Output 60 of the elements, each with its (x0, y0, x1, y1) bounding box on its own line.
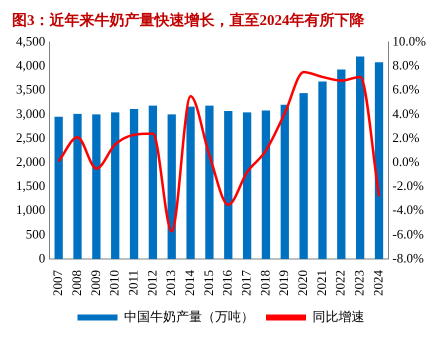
y-tick-label: 4,500 (16, 33, 46, 48)
bar (186, 106, 195, 259)
bar (337, 69, 346, 259)
y2-tick-label: 2.0% (392, 130, 420, 145)
x-tick-label: 2009 (88, 270, 103, 296)
y-tick-label: 500 (26, 226, 46, 242)
y2-tick-label: -6.0% (392, 226, 424, 242)
line-series (57, 70, 380, 233)
bar (280, 104, 289, 259)
y-tick-label: 3,500 (16, 82, 46, 97)
bar (205, 106, 214, 259)
x-tick-label: 2019 (276, 270, 292, 296)
y2-tick-label: 6.0% (392, 82, 420, 97)
x-tick-label: 2022 (332, 270, 348, 296)
bar (356, 56, 364, 259)
y2-tick-label: -8.0% (392, 250, 424, 266)
x-tick-label: 2018 (257, 270, 272, 296)
legend-label: 同比增速 (312, 308, 364, 324)
y2-tick-label: 0.0% (392, 154, 420, 169)
bar (299, 93, 308, 259)
bar (262, 110, 270, 259)
x-tick-label: 2007 (50, 270, 66, 296)
y-tick-label: 1,500 (16, 178, 46, 194)
x-tick-label: 2021 (314, 270, 329, 296)
x-tick-label: 2013 (163, 270, 178, 296)
x-tick-label: 2008 (68, 270, 84, 296)
bar (374, 62, 384, 259)
x-tick-label: 2017 (238, 270, 254, 296)
y2-tick-label: -4.0% (392, 202, 424, 218)
bar (224, 110, 232, 259)
x-tick-label: 2014 (182, 270, 197, 296)
bar (148, 106, 158, 259)
legend-label: 中国牛奶产量（万吨） (124, 308, 254, 324)
bar (92, 114, 101, 259)
bar (130, 109, 138, 259)
y-tick-label: 2,500 (16, 130, 46, 145)
bar (73, 114, 82, 259)
y-tick-label: 0 (38, 250, 46, 266)
x-tick-label: 2010 (106, 270, 122, 296)
y-tick-label: 4,000 (16, 58, 46, 73)
chart-title: 图3：近年来牛奶产量快速增长，直至2024年有所下降 (12, 12, 366, 29)
x-tick-label: 2015 (200, 270, 216, 296)
x-tick-label: 2020 (295, 270, 310, 296)
y-tick-label: 1,000 (16, 202, 46, 218)
x-tick-label: 2011 (125, 270, 140, 296)
x-tick-label: 2016 (220, 270, 235, 296)
y2-tick-label: 4.0% (392, 106, 420, 121)
y-tick-label: 3,000 (16, 106, 46, 121)
x-tick-label: 2024 (370, 270, 386, 296)
x-tick-label: 2023 (352, 270, 367, 296)
bar (168, 114, 176, 259)
bar (242, 112, 252, 259)
bar (318, 82, 327, 259)
bar (54, 116, 63, 259)
bar (111, 112, 120, 259)
y2-tick-label: 8.0% (392, 58, 420, 73)
y2-tick-label: 10.0% (392, 33, 426, 48)
y-tick-label: 2,000 (16, 154, 46, 169)
x-tick-label: 2012 (144, 270, 160, 296)
y2-tick-label: -2.0% (392, 178, 424, 194)
